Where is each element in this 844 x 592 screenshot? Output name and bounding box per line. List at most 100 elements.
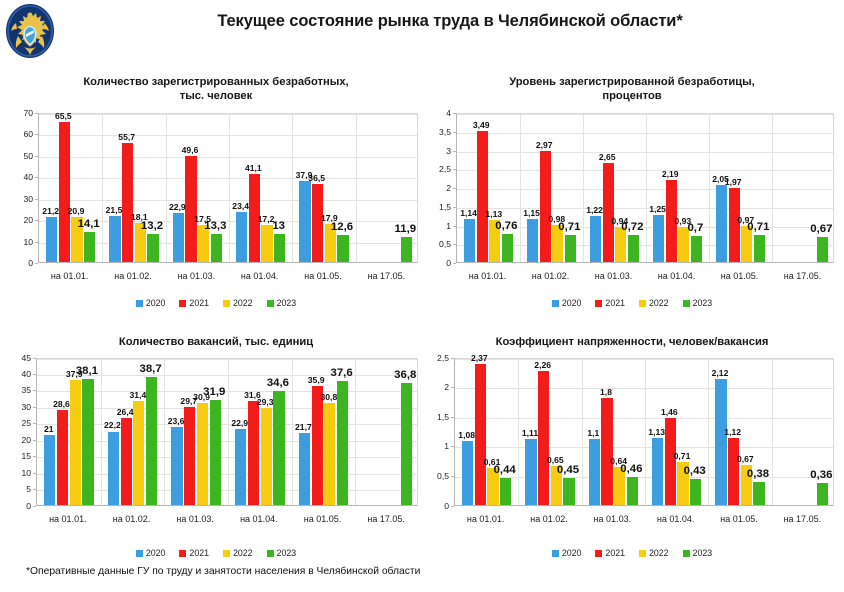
data-label: 0,61 [483, 457, 501, 468]
legend-item-2021[interactable]: 2021 [179, 548, 209, 558]
y-axis-tick-label: 1 [444, 441, 449, 452]
data-label: 0,97 [737, 214, 755, 225]
data-label: 3,49 [472, 120, 490, 131]
bar-2021-2 [184, 406, 196, 505]
x-axis-category-label: на 01.03. [594, 271, 633, 281]
legend-item-2023[interactable]: 2023 [682, 298, 713, 308]
data-label: 1,12 [724, 427, 742, 438]
legend-item-2021[interactable]: 2021 [595, 548, 625, 558]
data-label: 2,97 [535, 139, 553, 150]
bar-2022-2 [615, 226, 627, 262]
y-axis-tickmark [35, 177, 38, 179]
legend-item-2021[interactable]: 2021 [595, 298, 625, 308]
legend-item-2022[interactable]: 2022 [223, 298, 253, 308]
legend-item-2022[interactable]: 2022 [639, 298, 669, 308]
data-label: 0,43 [683, 465, 706, 478]
data-label: 17,9 [320, 212, 338, 223]
y-axis-tick-label: 0 [446, 258, 451, 268]
y-axis-tickmark [451, 475, 454, 477]
legend-item-2020[interactable]: 2020 [135, 548, 165, 558]
legend-label: 2020 [561, 548, 582, 558]
legend-item-2020[interactable]: 2020 [551, 548, 582, 558]
legend-label: 2022 [233, 548, 253, 558]
data-label: 13 [272, 220, 285, 233]
x-axis-category-label: на 01.05. [720, 271, 759, 281]
bar-2023-5 [816, 483, 828, 505]
x-axis-category-label: на 01.02. [530, 513, 568, 524]
legend-item-2020[interactable]: 2020 [135, 298, 166, 308]
bar-2023-1 [563, 477, 575, 505]
y-axis-tickmark [33, 472, 36, 474]
bar-2023-2 [209, 399, 221, 505]
data-label: 22,9 [231, 418, 249, 429]
y-axis-tickmark [451, 505, 454, 507]
legend-item-2020[interactable]: 2020 [551, 298, 581, 308]
category-separator [709, 114, 710, 262]
plot-wrap: 0 5 10 15 20 25 30 35 40 45 на 01.01. на 01.02. на 0… [8, 352, 424, 542]
plot-area [36, 357, 418, 506]
y-axis-tick-label: 10 [23, 236, 33, 247]
bar-2021-1 [120, 417, 132, 505]
x-axis-category-label: на 01.05. [303, 513, 342, 524]
data-label: 37,9 [65, 368, 83, 379]
legend-item-2022[interactable]: 2022 [639, 548, 669, 558]
gridline [457, 114, 833, 115]
legend-swatch-icon [639, 300, 646, 307]
data-label: 29,7 [180, 395, 198, 406]
y-axis-tick-label: 0 [28, 258, 33, 268]
legend-label: 2020 [145, 298, 166, 308]
data-label: 26,4 [116, 406, 134, 417]
x-axis-category-label: на 17.05. [367, 513, 405, 524]
x-axis-category-label: на 01.02. [531, 271, 570, 281]
plot-wrap: 0 0,5 1 1,5 2 2,5 на 01.01. на 01.02. на 01.03. н… [424, 352, 840, 542]
data-label: 0,71 [747, 221, 770, 234]
chart-title-line1: Уровень зарегистрированной безработицы, [509, 76, 755, 88]
category-separator [355, 114, 357, 262]
bar-2022-1 [552, 225, 564, 262]
data-label: 0,71 [558, 221, 581, 234]
data-label: 17,5 [194, 213, 212, 224]
data-label: 38,1 [75, 365, 99, 378]
bar-2020-3 [235, 429, 247, 505]
data-label: 36,5 [308, 172, 326, 183]
legend-item-2023[interactable]: 2023 [266, 548, 296, 558]
category-separator [520, 114, 521, 262]
legend-item-2023[interactable]: 2023 [682, 548, 712, 558]
y-axis-tickmark [33, 423, 36, 425]
legend-item-2022[interactable]: 2022 [223, 548, 253, 558]
data-label: 14,1 [77, 217, 100, 230]
chart-legend: 2020 2021 2022 2023 [8, 548, 424, 558]
bar-2021-4 [728, 188, 740, 262]
x-axis-category-label: на 01.02. [112, 513, 151, 524]
bar-2021-3 [664, 418, 676, 505]
bar-2020-4 [299, 180, 311, 262]
chart-title: Количество зарегистрированных безработны… [8, 70, 424, 103]
y-axis-tickmark [453, 131, 456, 133]
y-axis-tick-label: 2,5 [437, 352, 449, 363]
data-label: 1,14 [460, 208, 477, 219]
legend-item-2023[interactable]: 2023 [266, 298, 296, 308]
x-axis-category-label: на 01.05. [720, 513, 758, 524]
legend-label: 2021 [605, 298, 625, 308]
gridline [455, 476, 833, 478]
y-axis-tickmark [35, 113, 38, 114]
gridline [455, 358, 833, 360]
legend-label: 2023 [692, 298, 713, 308]
data-label: 1,22 [586, 205, 603, 216]
y-axis-tickmark [33, 373, 36, 375]
category-separator [291, 358, 293, 505]
legend-item-2021[interactable]: 2021 [179, 298, 209, 308]
y-axis-tick-label: 30 [21, 401, 31, 412]
bar-2022-3 [260, 408, 272, 505]
data-label: 23,4 [232, 200, 250, 211]
y-axis-tickmark [451, 357, 454, 359]
y-axis-tick-label: 0,5 [437, 470, 449, 481]
data-label: 31,4 [129, 390, 147, 401]
x-axis-category-label: на 01.03. [176, 513, 214, 524]
chart-panel-vacancies-count: Количество вакансий, тыс. единиц 0 5 10 15 2… [8, 332, 424, 560]
y-axis-tick-label: 15 [21, 451, 31, 462]
y-axis-tick-label: 2 [446, 183, 451, 193]
data-label: 1,1 [587, 428, 600, 439]
legend-swatch-icon [223, 550, 230, 557]
bar-2022-4 [324, 223, 336, 262]
